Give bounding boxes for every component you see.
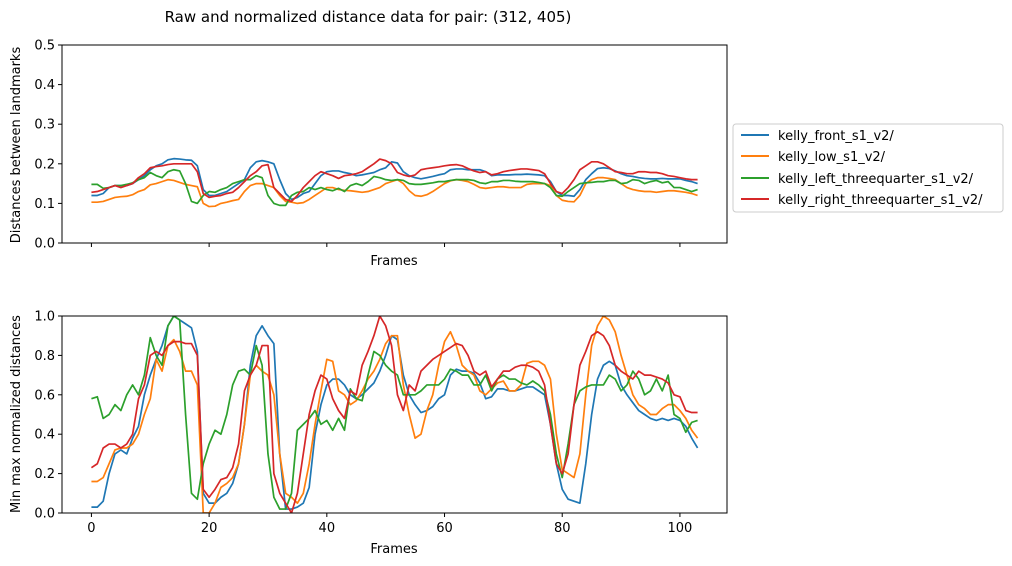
bottom-series-line-kelly-front-s1-v2 xyxy=(91,316,699,510)
top-y-tick-label: 0.3 xyxy=(34,118,55,133)
top-y-tick-label: 0.2 xyxy=(34,157,55,172)
legend-label-left-threequarter: kelly_left_threequarter_s1_v2/ xyxy=(778,172,974,187)
bottom-x-tick-label: 0 xyxy=(87,521,95,536)
bottom-y-tick-label: 0.8 xyxy=(34,349,55,364)
top-series-line-kelly-low-s1-v2 xyxy=(91,176,698,208)
top-x-axis-label: Frames xyxy=(370,254,418,269)
bottom-y-tick-label: 0.0 xyxy=(34,507,55,522)
bottom-series-line-kelly-right-threequarter-s1-v2 xyxy=(90,316,698,513)
bottom-y-tick-label: 1.0 xyxy=(34,310,55,325)
bottom-y-axis-label: Min max normalized distances xyxy=(9,315,24,513)
bottom-plot-frame xyxy=(61,315,728,514)
legend-frame xyxy=(732,123,1004,213)
top-y-tick-label: 0.1 xyxy=(34,197,55,212)
legend-label-front: kelly_front_s1_v2/ xyxy=(778,129,894,144)
bottom-x-tick-label: 80 xyxy=(554,521,571,536)
top-plot-frame xyxy=(61,44,728,244)
top-y-tick-label: 0.4 xyxy=(34,78,55,93)
top-y-tick-label: 0.5 xyxy=(34,39,55,54)
top-series-line-kelly-front-s1-v2 xyxy=(91,157,698,201)
bottom-series-line-kelly-low-s1-v2 xyxy=(91,316,699,513)
bottom-x-tick-label: 60 xyxy=(436,521,453,536)
figure-title: Raw and normalized distance data for pai… xyxy=(165,8,572,26)
bottom-plot: 0.0 0.2 0.4 0.6 0.8 1.0 0 20 40 60 80 100 xyxy=(34,310,728,536)
bottom-x-tick-label: 100 xyxy=(668,521,693,536)
top-y-tick-label: 0.0 xyxy=(34,237,55,252)
top-plot: 0.0 0.1 0.2 0.3 0.4 0.5 xyxy=(34,39,728,252)
top-series-line-kelly-right-threequarter-s1-v2 xyxy=(91,158,698,203)
top-series-line-kelly-left-threequarter-s1-v2 xyxy=(91,168,698,207)
bottom-x-tick-label: 40 xyxy=(319,521,336,536)
legend: kelly_front_s1_v2/ kelly_low_s1_v2/ kell… xyxy=(732,123,1004,213)
bottom-x-tick-label: 20 xyxy=(201,521,218,536)
legend-label-low: kelly_low_s1_v2/ xyxy=(778,150,886,165)
legend-label-right-threequarter: kelly_right_threequarter_s1_v2/ xyxy=(778,193,983,208)
bottom-series-line-kelly-left-threequarter-s1-v2 xyxy=(91,316,698,510)
bottom-y-tick-label: 0.2 xyxy=(34,467,55,482)
bottom-y-tick-label: 0.6 xyxy=(34,388,55,403)
bottom-y-tick-label: 0.4 xyxy=(34,428,55,443)
top-y-axis-label: Distances between landmarks xyxy=(9,47,24,244)
bottom-x-axis-label: Frames xyxy=(370,542,418,557)
